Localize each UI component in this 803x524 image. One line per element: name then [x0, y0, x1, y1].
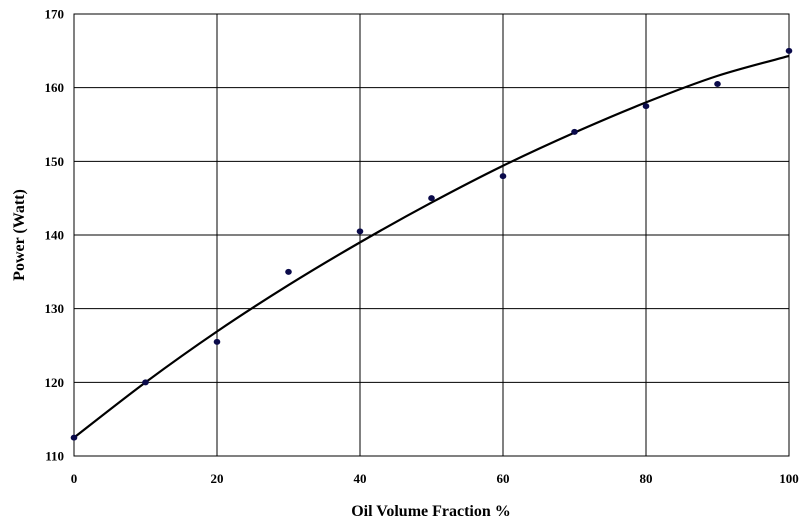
y-tick-label: 150: [45, 154, 65, 169]
x-tick-label: 40: [354, 471, 367, 486]
x-tick-label: 80: [640, 471, 653, 486]
x-axis-title: Oil Volume Fraction %: [351, 503, 511, 520]
data-point: [285, 268, 292, 275]
x-tick-label: 60: [497, 471, 510, 486]
y-tick-labels: 110 120 130 140 150 160 170: [45, 7, 65, 464]
data-point: [213, 338, 221, 345]
x-tick-label: 20: [211, 471, 224, 486]
x-tick-label: 100: [779, 471, 799, 486]
y-tick-label: 110: [45, 449, 64, 464]
y-axis-title: Power (Watt): [11, 189, 28, 281]
data-point: [571, 128, 578, 135]
x-tick-label: 0: [71, 471, 78, 486]
x-tick-labels: 0 20 40 60 80 100: [71, 471, 799, 486]
y-tick-label: 160: [45, 80, 65, 95]
data-point: [142, 379, 149, 386]
y-tick-label: 130: [45, 301, 65, 316]
data-point: [70, 434, 78, 441]
data-point: [714, 80, 721, 87]
y-tick-label: 120: [45, 375, 65, 390]
data-point: [642, 103, 650, 110]
data-point: [356, 228, 364, 235]
y-tick-label: 170: [45, 7, 65, 22]
data-point: [785, 47, 793, 54]
data-points: [70, 47, 793, 441]
plot-area: [73, 13, 790, 457]
grid-lines: [73, 13, 790, 457]
data-point: [428, 195, 435, 202]
y-tick-label: 140: [45, 228, 65, 243]
fit-curve: [73, 54, 790, 439]
data-point: [499, 173, 507, 180]
